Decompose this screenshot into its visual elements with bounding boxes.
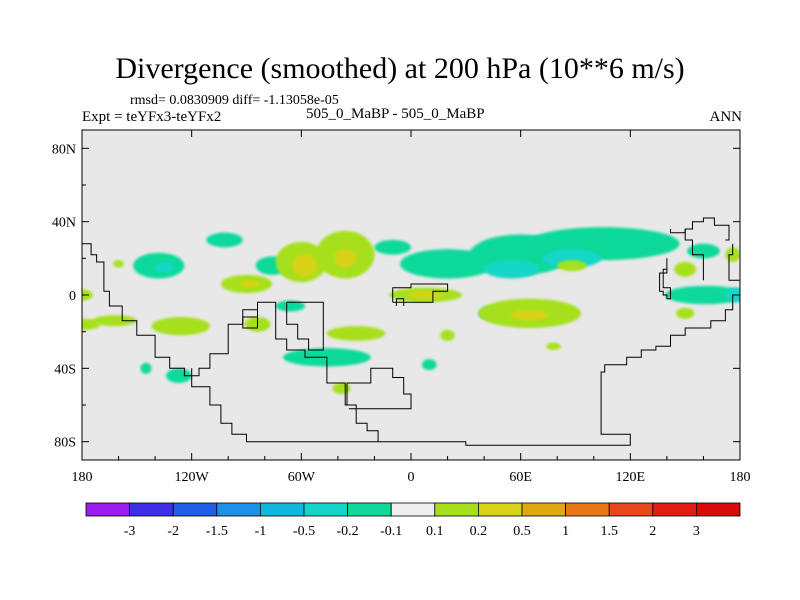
contour-region-34	[440, 329, 455, 341]
colorbar-swatch-4	[259, 502, 305, 517]
case-label: 505_0_MaBP - 505_0_MaBP	[306, 106, 485, 122]
colorbar-label: -0.5	[293, 524, 315, 539]
colorbar-swatch-12	[608, 502, 654, 517]
contour-region-11	[241, 280, 260, 288]
chart-title: Divergence (smoothed) at 200 hPa (10**6 …	[115, 52, 685, 85]
contour-region-20	[326, 326, 386, 341]
x-tick-label: 60E	[509, 470, 532, 485]
season-label: ANN	[709, 109, 743, 125]
contour-region-2	[92, 315, 137, 327]
contour-region-33	[511, 309, 549, 321]
coastline-10	[728, 243, 740, 281]
colorbar-label: -2	[167, 524, 179, 539]
colorbar-swatch-9	[477, 502, 523, 517]
y-tick-label: 0	[69, 289, 76, 304]
y-axis: 80N 40N 0 40S 80S	[52, 142, 740, 451]
colorbar-swatch-7	[390, 502, 436, 517]
x-tick-label: 120W	[175, 470, 210, 485]
contour-region-9	[206, 232, 243, 248]
colorbar-swatch-2	[172, 502, 218, 517]
colorbar-swatch-6	[347, 502, 392, 517]
x-tick-label: 0	[408, 470, 415, 485]
colorbar-label: 0.1	[426, 524, 444, 539]
colorbar: -3 -2 -1.5 -1 -0.5 -0.2 -0.1 0.1 0.2 0.5 1 1.5 2 3	[85, 502, 741, 539]
coastline-6	[378, 294, 740, 446]
contour-region-16	[334, 249, 357, 268]
contour-region-36	[546, 342, 561, 351]
colorbar-swatch-5	[303, 502, 348, 517]
colorbar-label: 1	[562, 524, 569, 539]
contour-region-35	[421, 359, 437, 371]
contour-region-38	[674, 262, 697, 277]
contour-region-39	[665, 285, 740, 305]
contour-region-7	[151, 317, 210, 336]
y-tick-label: 80N	[52, 142, 76, 157]
experiment-label: Expt = teYFx3-teYFx2	[82, 109, 222, 125]
x-tick-label: 180	[730, 470, 751, 485]
colorbar-label: -1.5	[206, 524, 228, 539]
contour-region-29	[542, 249, 602, 268]
y-tick-label: 40N	[52, 216, 76, 231]
contour-region-17	[275, 300, 305, 312]
colorbar-swatch-1	[129, 502, 174, 517]
contour-region-8	[166, 368, 192, 383]
colorbar-swatch-3	[216, 502, 261, 517]
y-tick-label: 80S	[54, 436, 76, 451]
x-tick-label: 120E	[616, 470, 646, 485]
contour-region-6	[113, 260, 125, 268]
x-tick-label: 60W	[288, 470, 316, 485]
colorbar-swatch-8	[434, 502, 479, 517]
stats-label: rmsd= 0.0830909 diff= -1.13058e-05	[130, 93, 339, 108]
coastline-7	[659, 258, 671, 300]
colorbar-swatch-13	[652, 502, 697, 517]
coastline-1	[242, 302, 258, 329]
colorbar-label: 0.5	[513, 524, 531, 539]
colorbar-label: -1	[255, 524, 267, 539]
colorbar-label: -0.1	[380, 524, 402, 539]
contour-region-22	[374, 240, 411, 255]
colorbar-label: 2	[649, 524, 656, 539]
contour-region-27	[484, 260, 539, 279]
colorbar-swatch-14	[696, 502, 741, 517]
x-axis: 180 120W 60W 0 60E 120E 180	[72, 130, 751, 485]
coastlines	[82, 217, 740, 446]
contour-region-21	[332, 383, 351, 394]
contour-region-30	[557, 260, 587, 272]
colorbar-swatch-10	[521, 502, 566, 517]
coastline-9	[684, 229, 704, 281]
coastline-3	[346, 367, 412, 410]
colorbar-label: 3	[693, 524, 700, 539]
contour-region-42	[676, 307, 695, 319]
x-tick-label: 180	[72, 470, 93, 485]
coastline-2	[286, 301, 324, 351]
y-tick-label: 40S	[54, 362, 76, 377]
colorbar-label: 0.2	[470, 524, 488, 539]
contour-region-14	[292, 254, 318, 277]
colorbar-swatch-11	[565, 502, 610, 517]
coastline-5	[395, 298, 405, 306]
colorbar-label: -0.2	[337, 524, 359, 539]
contour-region-24	[407, 291, 444, 299]
contour-region-5	[155, 262, 174, 273]
colorbar-swatch-0	[85, 502, 130, 517]
coastline-4	[392, 283, 449, 303]
contour-region-3	[140, 362, 152, 374]
colorbar-label: 1.5	[600, 524, 618, 539]
colorbar-label: -3	[124, 524, 136, 539]
